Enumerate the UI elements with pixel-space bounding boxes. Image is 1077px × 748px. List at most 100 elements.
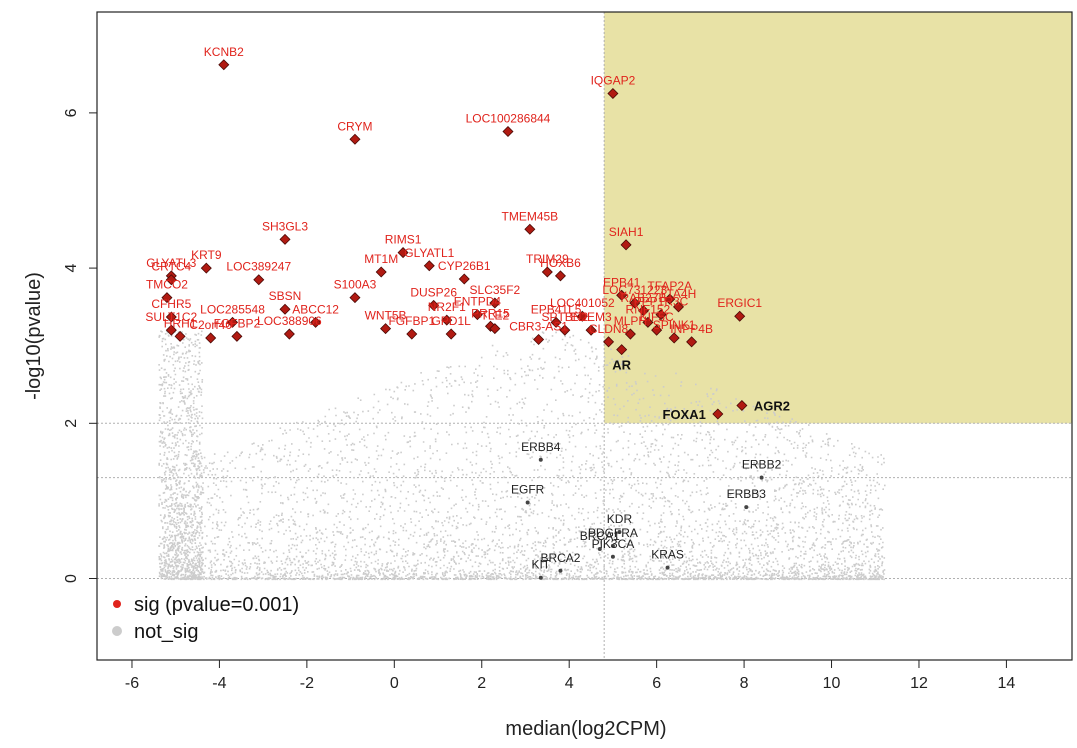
y-tick-label-1: 2 bbox=[63, 419, 80, 428]
sig-point-FOXA1 bbox=[712, 408, 724, 420]
sig-point-TRIM29 bbox=[541, 266, 553, 278]
label-GLYATL3: GLYATL3 bbox=[146, 256, 196, 270]
gene-point-KRAS bbox=[665, 565, 670, 570]
sig-point-INPP4B bbox=[686, 336, 698, 348]
label-NR2F1: NR2F1 bbox=[428, 300, 466, 314]
gene-point-ERBB2 bbox=[759, 475, 764, 480]
sig-point-CFHR5 bbox=[165, 311, 177, 323]
label-SBSN: SBSN bbox=[269, 289, 302, 303]
y-tick-label-2: 4 bbox=[63, 264, 80, 273]
significant-region bbox=[604, 12, 1072, 424]
label-DUSP26: DUSP26 bbox=[410, 285, 457, 299]
label-ERBB4: ERBB4 bbox=[521, 440, 561, 454]
data-marks bbox=[161, 59, 764, 580]
sig-point-TLE2 bbox=[489, 323, 501, 335]
label-CRYM: CRYM bbox=[337, 119, 372, 133]
x-tick-label-0: -6 bbox=[125, 675, 139, 692]
label-BRCA1: BRCA1 bbox=[580, 529, 620, 543]
sig-point-CRTC4 bbox=[165, 274, 177, 286]
label-C2orf40: C2orf40 bbox=[189, 318, 232, 332]
x-tick-label-7: 8 bbox=[740, 675, 749, 692]
sig-point-C2orf40 bbox=[205, 332, 217, 344]
legend-marker-sig bbox=[113, 600, 121, 608]
label-PRR15: PRR15 bbox=[471, 306, 510, 320]
label-KRT9: KRT9 bbox=[191, 248, 222, 262]
label-CFHR5: CFHR5 bbox=[151, 297, 191, 311]
sig-point-HOXB6 bbox=[554, 270, 566, 282]
sig-point-GPD1L bbox=[445, 328, 457, 340]
sig-point-CRYM bbox=[349, 133, 361, 145]
sig-point-TMEM45B bbox=[524, 223, 536, 235]
sig-point-ABCC12 bbox=[310, 316, 322, 328]
label-KIT: KIT bbox=[531, 558, 550, 572]
gene-point-BRCA1 bbox=[597, 547, 602, 552]
label-FOXA1: FOXA1 bbox=[663, 407, 706, 422]
y-tick-label-3: 6 bbox=[63, 108, 80, 117]
label-SH3GL3: SH3GL3 bbox=[262, 219, 308, 233]
reference-lines bbox=[97, 12, 1072, 660]
gene-point-PIK3CA bbox=[610, 554, 615, 559]
label-KIF5C: KIF5C bbox=[640, 310, 674, 324]
label-SULT1C2: SULT1C2 bbox=[145, 310, 197, 324]
label-SIAH1: SIAH1 bbox=[609, 225, 644, 239]
x-tick-label-10: 14 bbox=[998, 675, 1016, 692]
label-EPB41L5: EPB41L5 bbox=[531, 302, 582, 316]
sig-point-SBSN bbox=[279, 303, 291, 315]
sig-point-PPP1R3C bbox=[655, 309, 667, 321]
x-tick-label-8: 10 bbox=[823, 675, 841, 692]
sig-point-LOC388906 bbox=[283, 328, 295, 340]
label-PPP1R3C: PPP1R3C bbox=[634, 295, 689, 309]
gene-point-EGFR bbox=[525, 500, 530, 505]
label-TLE2: TLE2 bbox=[481, 309, 510, 323]
sig-point-ERGIC1 bbox=[734, 310, 746, 322]
sig-point-SPINK1 bbox=[668, 332, 680, 344]
label-S100A3: S100A3 bbox=[334, 278, 377, 292]
label-AR: AR bbox=[612, 358, 631, 373]
sig-point-EPB41 bbox=[616, 289, 628, 301]
label-EDEM3: EDEM3 bbox=[570, 310, 612, 324]
gene-point-ERBB3 bbox=[744, 505, 749, 510]
sig-point-EDEM3 bbox=[585, 324, 597, 336]
sig-point-CYP26B1 bbox=[458, 273, 470, 285]
sig-point-AR bbox=[616, 344, 628, 356]
label-FGFBP2: FGFBP2 bbox=[214, 316, 261, 330]
label-CBR3-AS1: CBR3-AS1 bbox=[509, 319, 568, 333]
label-LOC285548: LOC285548 bbox=[200, 302, 265, 316]
label-IQGAP2: IQGAP2 bbox=[591, 73, 636, 87]
sig-point-RAB27B bbox=[638, 305, 650, 317]
label-MT1M: MT1M bbox=[364, 252, 398, 266]
sig-point-WNT5B bbox=[380, 323, 392, 335]
label-EGFR: EGFR bbox=[511, 482, 545, 496]
legend-label-not-sig: not_sig bbox=[134, 621, 199, 643]
sig-point-LTA4H bbox=[672, 301, 685, 313]
sig-point-DUSP26 bbox=[428, 299, 440, 311]
label-RNF152: RNF152 bbox=[626, 302, 671, 316]
highlight-region bbox=[604, 12, 1072, 424]
gene-point-KIT bbox=[538, 575, 543, 580]
label-LOC389247: LOC389247 bbox=[226, 260, 291, 274]
gene-point-BRCA2 bbox=[558, 568, 563, 573]
legend-marker-not-sig bbox=[112, 626, 122, 636]
label-SPTBN2: SPTBN2 bbox=[541, 310, 588, 324]
label-HOXB6: HOXB6 bbox=[540, 256, 581, 270]
sig-point-LOC100286844 bbox=[502, 125, 514, 138]
label-PDGFRA: PDGFRA bbox=[588, 526, 638, 540]
sig-point-MT1M bbox=[375, 266, 387, 278]
sig-point-TMCO2 bbox=[161, 292, 173, 304]
label-RIMS1: RIMS1 bbox=[385, 233, 422, 247]
x-tick-label-1: -4 bbox=[212, 675, 226, 692]
label-LOC731223: LOC731223 bbox=[602, 283, 667, 297]
label-TRIM29: TRIM29 bbox=[526, 252, 569, 266]
label-GLYATL1: GLYATL1 bbox=[404, 246, 454, 260]
x-tick-label-6: 6 bbox=[652, 675, 661, 692]
label-KCNB2: KCNB2 bbox=[204, 45, 244, 59]
label-INPP4B: INPP4B bbox=[670, 322, 713, 336]
legend-label-sig: sig (pvalue=0.001) bbox=[134, 594, 299, 616]
sig-point-SULT1C2 bbox=[165, 324, 177, 336]
label-TMEM45B: TMEM45B bbox=[502, 209, 559, 223]
sig-point-S100A3 bbox=[349, 292, 361, 304]
label-LOC388906: LOC388906 bbox=[257, 314, 322, 328]
legend: sig (pvalue=0.001) not_sig bbox=[112, 594, 299, 643]
sig-point-GLYATL1 bbox=[423, 260, 435, 272]
